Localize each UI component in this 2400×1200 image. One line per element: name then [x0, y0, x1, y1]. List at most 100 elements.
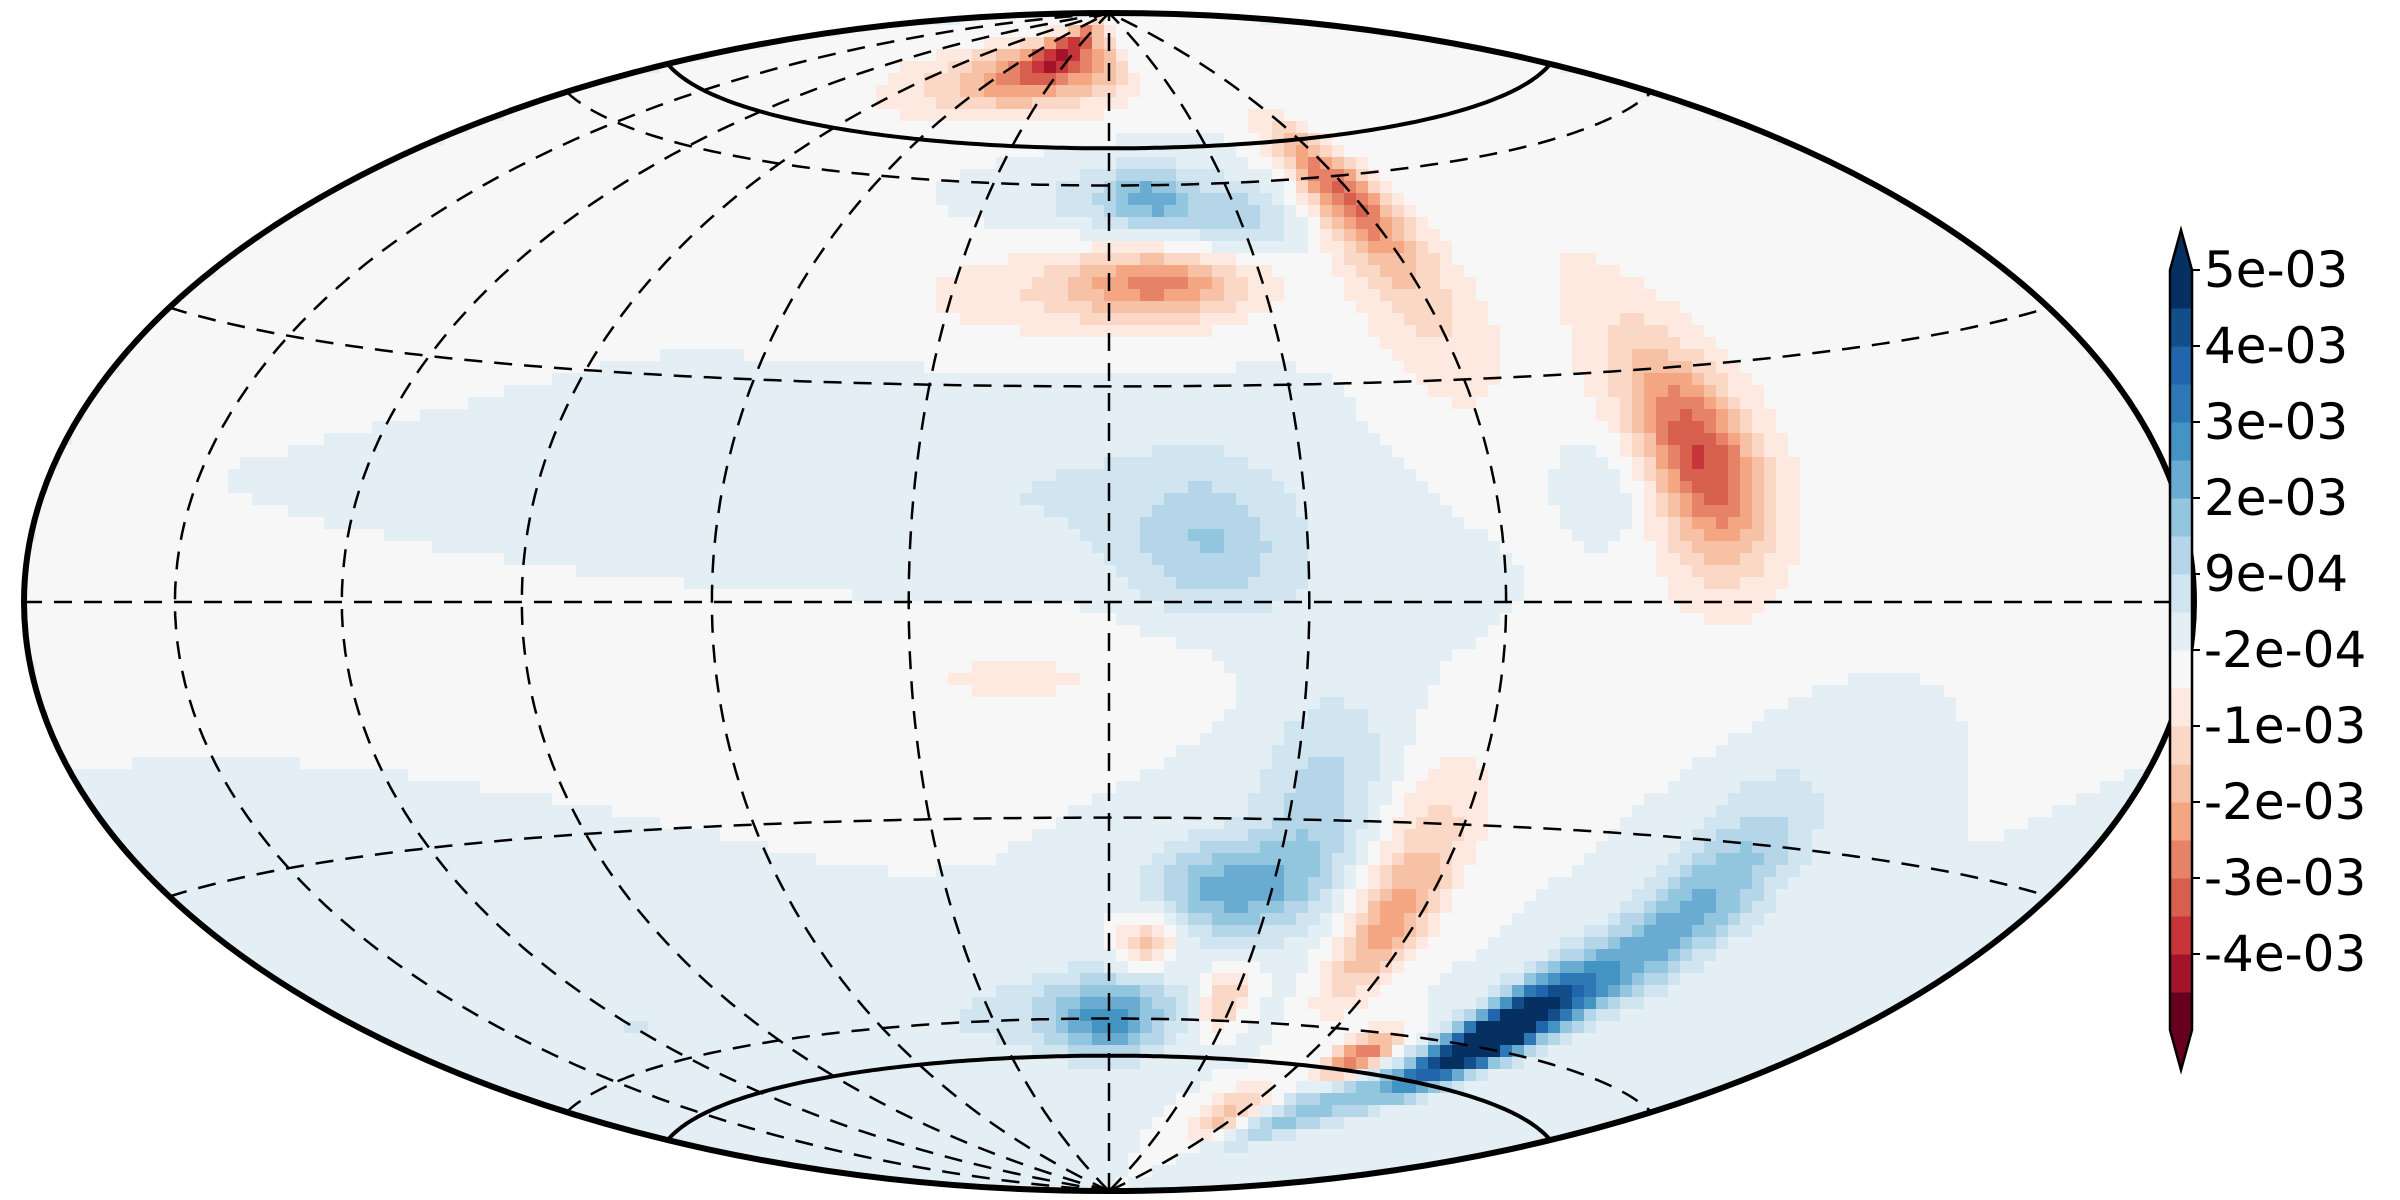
field-cell	[1176, 577, 1249, 590]
field-cell	[1116, 25, 1381, 38]
field-cell	[1212, 1009, 1237, 1022]
field-cell	[1020, 289, 1069, 302]
field-cell	[1308, 997, 1369, 1010]
field-cell	[1380, 805, 1405, 818]
field-cell	[1668, 985, 1921, 998]
colorbar-level-1	[2170, 954, 2192, 993]
field-cell	[1320, 217, 1333, 230]
field-cell	[480, 781, 1117, 794]
field-cell	[1356, 901, 1369, 914]
field-cell	[1452, 805, 1489, 818]
polar-boundaries	[666, 62, 1552, 1142]
field-cell	[1740, 577, 1789, 590]
field-cell	[1368, 925, 1405, 938]
field-cell	[108, 817, 661, 830]
field-cell	[1608, 373, 1633, 386]
field-cell	[1644, 481, 1657, 494]
field-cell	[1428, 217, 1945, 230]
field-cell	[1752, 541, 1777, 554]
field-cell	[1056, 49, 1069, 62]
field-cell	[1584, 985, 1597, 998]
field-cell	[1668, 445, 1681, 458]
field-cell	[1296, 913, 1321, 926]
field-cell	[1140, 937, 1153, 950]
field-cell	[1308, 517, 1465, 530]
field-cell	[1632, 493, 1645, 506]
field-cell	[1344, 1033, 1357, 1046]
field-cell	[1968, 721, 2173, 734]
field-cell	[1260, 961, 1309, 974]
field-cell	[1164, 1021, 1189, 1034]
field-cell	[1128, 961, 1165, 974]
field-cell	[1368, 157, 1837, 170]
field-cell	[1428, 241, 1453, 254]
field-cell	[1380, 217, 1393, 230]
field-cell	[1284, 277, 1345, 290]
field-cell	[1080, 229, 1201, 242]
field-cell	[1380, 193, 1393, 206]
field-cell	[1368, 421, 1609, 434]
field-cell	[1068, 1021, 1093, 1034]
field-cell	[1380, 205, 1393, 218]
field-cell	[1356, 205, 1369, 218]
field-cell	[1692, 445, 1705, 458]
field-cell	[1644, 277, 2017, 290]
field-cell	[1692, 925, 1717, 938]
field-cell	[1116, 937, 1129, 950]
field-cell	[24, 577, 685, 590]
field-cell	[1548, 1045, 1813, 1058]
field-cell	[1368, 1021, 1405, 1034]
field-cell	[1524, 961, 1537, 974]
field-cell	[1716, 421, 1729, 434]
field-cell	[984, 37, 1021, 50]
field-cell	[1368, 937, 1393, 950]
field-cell	[1776, 529, 1801, 542]
field-cell	[1764, 565, 1789, 578]
field-cell	[1152, 1021, 1165, 1034]
colorbar-level-16	[2170, 384, 2192, 423]
field-cell	[1704, 961, 1957, 974]
field-cell	[1764, 601, 2194, 614]
field-cell	[1572, 361, 1609, 374]
field-cell	[1140, 253, 1165, 266]
field-cell	[1140, 625, 1489, 638]
field-cell	[1308, 157, 1321, 170]
field-cell	[1200, 1021, 1213, 1034]
field-cell	[1476, 289, 1561, 302]
field-cell	[1296, 1093, 1321, 1106]
field-cell	[1284, 1105, 1297, 1118]
field-cell	[1368, 817, 1381, 830]
field-cell	[1704, 613, 1753, 626]
field-cell	[1608, 325, 1669, 338]
field-cell	[1728, 397, 1741, 410]
field-cell	[1668, 517, 1681, 530]
colorbar-tick-label: -3e-03	[2204, 849, 2366, 907]
field-cell	[264, 229, 1081, 242]
field-cell	[84, 397, 469, 410]
field-cell	[1644, 973, 1669, 986]
field-cell	[1680, 481, 1693, 494]
field-cell	[1116, 181, 1141, 194]
field-cell	[1200, 997, 1213, 1010]
field-cell	[1656, 565, 1693, 578]
field-cell	[1380, 877, 1393, 890]
field-cell	[1392, 829, 1405, 842]
field-cell	[1092, 1021, 1129, 1034]
field-cell	[1680, 901, 1717, 914]
field-cell	[1356, 985, 1381, 998]
field-cell	[108, 829, 721, 842]
field-cell	[1752, 421, 1777, 434]
field-cell	[1452, 313, 1489, 326]
field-cell	[1668, 385, 1681, 398]
field-cell	[1272, 265, 1333, 278]
field-cell	[1632, 505, 1645, 518]
map	[21, 10, 2197, 1194]
field-cell	[1152, 853, 1177, 866]
field-cell	[408, 145, 1045, 158]
field-cell	[576, 565, 1117, 578]
field-cell	[1704, 577, 1741, 590]
field-cell	[1968, 769, 2125, 782]
field-cell	[1644, 517, 1669, 530]
field-cell	[984, 73, 997, 86]
field-cell	[1692, 937, 1717, 950]
